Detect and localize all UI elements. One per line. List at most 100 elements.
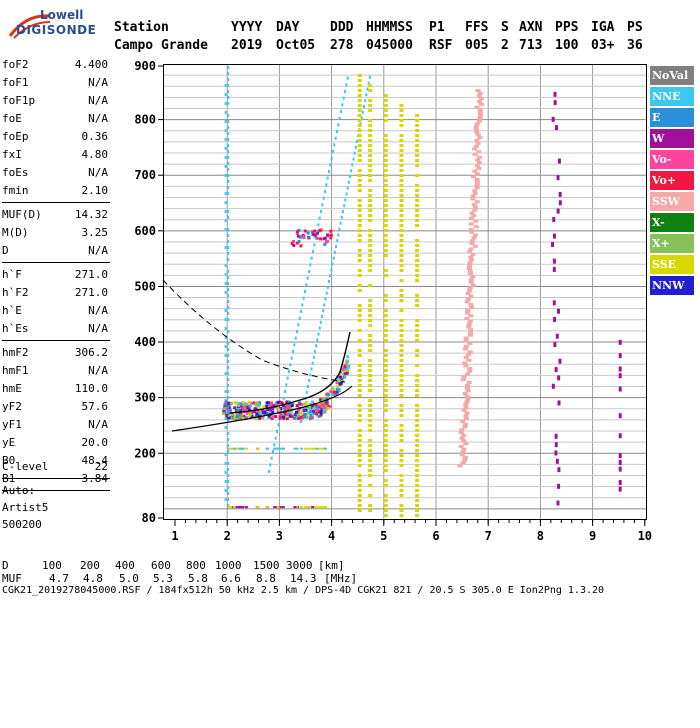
echo-mark xyxy=(471,203,477,207)
param-row: foEs N/A xyxy=(2,166,108,182)
echo-mark xyxy=(338,227,341,231)
echo-mark xyxy=(274,415,278,419)
echo-mark xyxy=(224,462,227,465)
echo-mark xyxy=(273,443,276,447)
echo-mark xyxy=(263,411,267,415)
echo-mark xyxy=(399,369,404,372)
echo-mark xyxy=(415,214,420,217)
logo-line1: Lowell xyxy=(40,8,84,22)
echo-mark xyxy=(415,244,420,247)
echo-mark xyxy=(357,184,362,187)
virtual-height-dashed-curve xyxy=(162,279,346,383)
param-name: foEs xyxy=(2,166,29,179)
param-value: N/A xyxy=(88,322,108,335)
param-name: h`F2 xyxy=(2,286,29,299)
echo-mark xyxy=(264,404,268,408)
echo-mark xyxy=(477,116,483,120)
header-value: 2019 xyxy=(231,38,263,53)
echo-mark xyxy=(307,447,311,450)
echo-mark xyxy=(556,500,560,506)
echo-mark xyxy=(399,404,404,407)
echo-mark xyxy=(368,409,373,412)
echo-mark xyxy=(297,402,301,406)
echo-mark xyxy=(368,249,373,252)
echo-mark xyxy=(415,304,420,307)
echo-mark xyxy=(368,339,373,342)
echo-mark xyxy=(368,219,373,222)
echo-mark xyxy=(472,189,478,193)
echo-mark xyxy=(242,403,246,407)
echo-mark xyxy=(368,484,373,487)
echo-mark xyxy=(467,261,473,265)
echo-mark xyxy=(357,449,362,452)
echo-mark xyxy=(383,229,388,232)
echo-mark xyxy=(357,254,362,257)
echo-mark xyxy=(291,239,295,243)
echo-mark xyxy=(415,119,420,122)
echo-mark xyxy=(357,124,362,127)
echo-mark xyxy=(383,174,388,177)
echo-mark xyxy=(466,322,472,326)
echo-mark xyxy=(469,211,475,215)
echo-mark xyxy=(415,409,420,412)
echo-mark xyxy=(357,484,362,487)
echo-mark xyxy=(415,144,420,147)
echo-mark xyxy=(237,404,241,408)
echo-mark xyxy=(227,486,230,489)
echo-mark xyxy=(468,303,474,307)
echo-mark xyxy=(252,410,256,414)
echo-mark xyxy=(383,154,388,157)
echo-mark xyxy=(236,408,240,412)
echo-mark xyxy=(415,384,420,387)
echo-mark xyxy=(368,84,373,87)
echo-mark xyxy=(340,215,343,219)
echo-mark xyxy=(267,403,271,407)
echo-mark xyxy=(383,224,388,227)
echo-mark xyxy=(368,309,373,312)
echo-mark xyxy=(476,119,482,123)
echo-mark xyxy=(315,412,319,416)
echo-mark xyxy=(415,414,420,417)
echo-mark xyxy=(311,506,315,509)
legend-item-nnw: NNW xyxy=(650,276,694,295)
echo-mark xyxy=(357,384,362,387)
param-row: foF2 4.400 xyxy=(2,58,108,74)
echo-mark xyxy=(462,422,468,426)
echo-mark xyxy=(618,366,622,372)
y-tick-label: 80 xyxy=(142,511,156,525)
echo-mark xyxy=(334,136,337,140)
echo-traces xyxy=(222,66,622,517)
legend-item-x: X- xyxy=(650,213,694,232)
echo-mark xyxy=(309,407,313,411)
echo-mark xyxy=(415,279,420,282)
echo-mark xyxy=(227,186,230,189)
echo-mark xyxy=(460,461,466,465)
echo-mark xyxy=(459,453,465,457)
param-value: N/A xyxy=(88,244,108,257)
echo-mark xyxy=(301,303,304,307)
param-row: foF1 N/A xyxy=(2,76,108,92)
echo-mark xyxy=(297,417,301,421)
echo-mark xyxy=(551,241,555,247)
echo-mark xyxy=(468,328,474,332)
distance-value: 400 xyxy=(115,559,135,572)
echo-mark xyxy=(311,447,315,450)
echo-mark xyxy=(466,353,472,357)
echo-mark xyxy=(304,408,308,412)
echo-mark xyxy=(228,447,232,450)
echo-mark xyxy=(224,354,227,357)
echo-mark xyxy=(383,439,388,442)
echo-mark xyxy=(308,270,310,273)
param-row: h`F2 271.0 xyxy=(2,286,108,302)
echo-mark xyxy=(227,438,230,441)
echo-mark xyxy=(227,72,230,75)
echo-mark xyxy=(415,294,420,297)
echo-mark xyxy=(399,114,404,117)
echo-mark xyxy=(467,319,473,323)
echo-mark xyxy=(473,144,479,148)
echo-mark xyxy=(347,180,350,184)
param-value: 110.0 xyxy=(74,382,108,395)
echo-mark xyxy=(364,99,367,103)
echo-mark xyxy=(357,374,362,377)
echo-mark xyxy=(552,266,556,272)
